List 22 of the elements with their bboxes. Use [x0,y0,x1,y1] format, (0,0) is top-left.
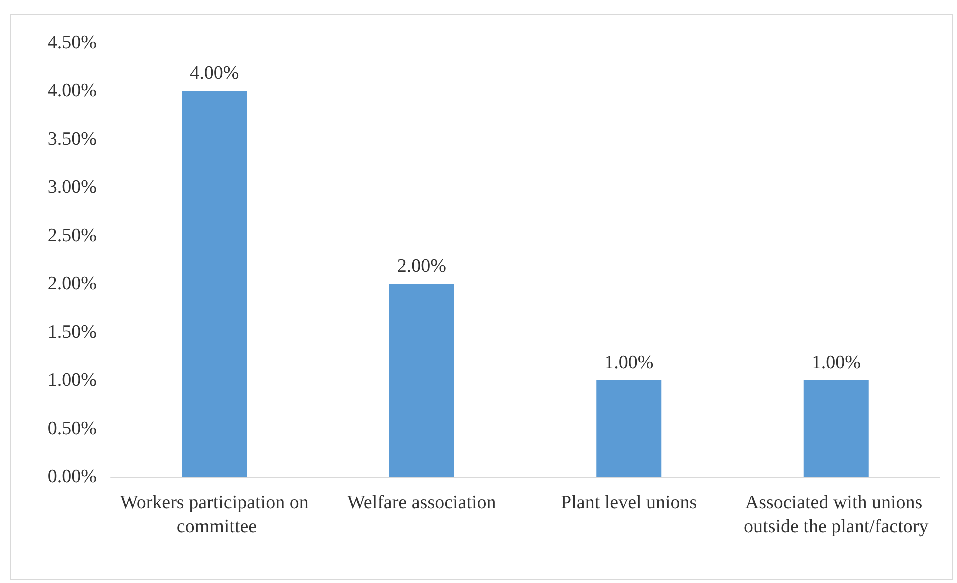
data-label: 1.00% [604,352,654,374]
y-tick-label: 4.00% [48,80,98,102]
y-tick-label: 2.00% [48,274,98,295]
bar [389,284,454,477]
bar [596,380,662,477]
y-tick-label: 0.50% [48,418,98,440]
y-tick-label: 3.00% [48,177,98,198]
y-tick-label: 3.50% [48,128,98,150]
data-label: 4.00% [190,63,240,84]
x-tick-label: Associated with unions outside the plant/factory [744,492,930,538]
data-label: 1.00% [812,352,862,374]
x-tick-label: Welfare association [347,492,497,514]
x-tick-label: Workers participation on committee [120,492,310,538]
data-label: 2.00% [397,256,447,278]
y-tick-label: 2.50% [48,225,98,246]
y-tick-label: 0.00% [48,466,98,488]
y-tick-label: 1.00% [48,370,98,392]
bar [804,380,869,477]
y-tick-label: 1.50% [48,322,98,343]
y-tick-label: 4.50% [48,32,98,54]
x-tick-label: Plant level unions [561,492,698,514]
bar [182,91,248,477]
